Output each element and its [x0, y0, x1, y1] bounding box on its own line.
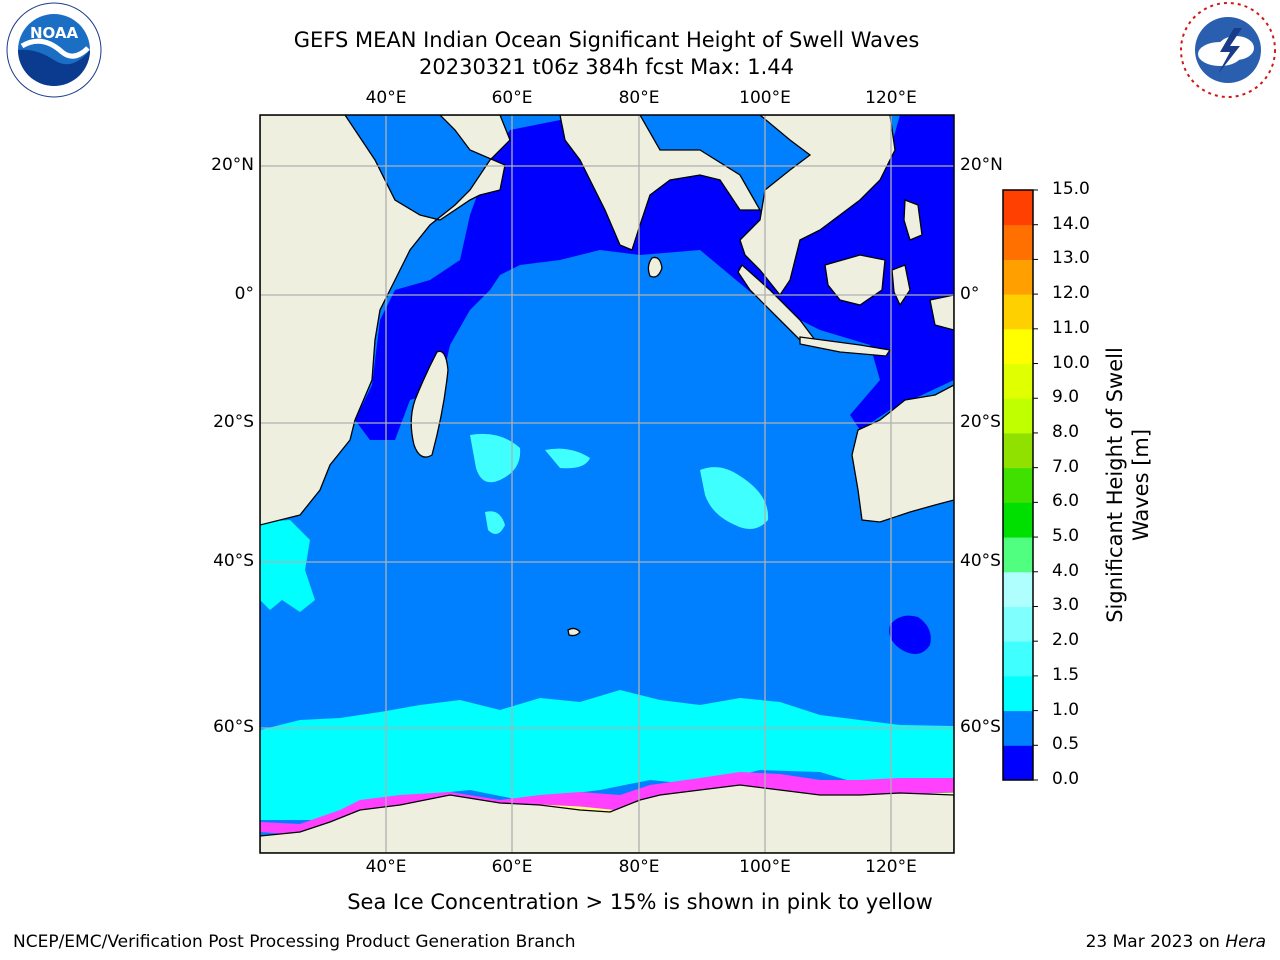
colorbar-tick-label: 0.0 [1052, 769, 1080, 789]
footer-credit: NCEP/EMC/Verification Post Processing Pr… [13, 932, 576, 952]
colorbar-segment [1003, 398, 1033, 434]
land-philippines [903, 199, 923, 241]
chart-title: GEFS MEAN Indian Ocean Significant Heigh… [293, 28, 920, 52]
land-srilanka [647, 256, 663, 278]
colorbar-segment [1003, 571, 1033, 607]
lon-tick-top: 60°E [491, 88, 533, 108]
colorbar-segment [1003, 537, 1033, 573]
colorbar-frame [1002, 189, 1034, 781]
chart-subtitle: 20230321 t06z 384h fcst Max: 1.44 [419, 55, 794, 79]
colorbar-tick-label: 15.0 [1052, 179, 1090, 199]
colorbar-tick-label: 3.0 [1052, 595, 1080, 616]
colorbar-tick-label: 0.5 [1052, 734, 1080, 755]
colorbar-segment [1003, 363, 1033, 399]
colorbar-label: Significant Height of Swell Waves [m] [1102, 347, 1154, 623]
colorbar-tick-label: 12.0 [1052, 283, 1090, 304]
colorbar-segment [1003, 224, 1033, 260]
colorbar-segment [1003, 190, 1033, 226]
lat-tick-right: 20°S [960, 412, 1001, 432]
footer-machine: Hera [1225, 932, 1266, 952]
noaa-logo: NOAA [6, 2, 102, 98]
high-swell-west-patch [260, 520, 315, 612]
footer-date-text: 23 Mar 2023 on [1085, 932, 1226, 952]
gridlines [260, 115, 954, 853]
footer-date: 23 Mar 2023 on Hera [1086, 932, 1266, 952]
colorbar-segment [1003, 502, 1033, 538]
lat-tick-right: 40°S [960, 551, 1001, 571]
lat-tick-right: 60°S [960, 717, 1001, 737]
land-antarctica [260, 784, 954, 853]
land-india [559, 115, 762, 251]
colorbar-tick-label: 6.0 [1052, 491, 1080, 512]
nws-logo [1180, 2, 1276, 98]
low-swell-southeast-patch [889, 615, 931, 654]
low-swell-north-indian [355, 115, 954, 440]
land-borneo [824, 254, 886, 306]
lon-tick-bottom: 80°E [618, 857, 660, 877]
colorbar-segment [1003, 328, 1033, 365]
sea-ice-band [260, 772, 954, 835]
colorbar-tick-label: 4.0 [1052, 560, 1080, 581]
high-swell-mid-patch-4 [485, 511, 505, 534]
colorbar-tick-label: 14.0 [1052, 213, 1090, 234]
land-australia [851, 384, 954, 523]
lon-tick-bottom: 60°E [491, 857, 533, 877]
colorbar [1002, 189, 1038, 781]
land-madagascar [410, 350, 449, 458]
lon-tick-top: 80°E [618, 88, 660, 108]
colorbar-segment [1003, 432, 1033, 469]
high-swell-mid-patch-3 [545, 448, 590, 469]
colorbar-label-line: Waves [m] [1129, 428, 1153, 542]
land-java [799, 336, 892, 357]
high-swell-mid-patch-2 [470, 433, 521, 483]
lat-tick-left: 20°S [213, 412, 254, 432]
lon-tick-bottom: 120°E [865, 857, 917, 877]
lon-tick-bottom: 40°E [365, 857, 407, 877]
colorbar-tick-label: 1.0 [1052, 699, 1080, 720]
colorbar-label-line: Significant Height of Swell [1103, 347, 1127, 623]
lon-tick-top: 100°E [739, 88, 791, 108]
lat-tick-right: 0° [960, 284, 980, 304]
sea-ice-note: Sea Ice Concentration > 15% is shown in … [347, 890, 933, 914]
colorbar-tick-label: 13.0 [1052, 248, 1090, 269]
colorbar-segment [1003, 641, 1033, 677]
lat-tick-left: 40°S [213, 551, 254, 571]
colorbar-tick-label: 10.0 [1052, 352, 1090, 373]
colorbar-tick-label: 5.0 [1052, 526, 1080, 547]
colorbar-tick-label: 9.0 [1052, 387, 1080, 408]
colorbar-segment [1003, 259, 1033, 295]
map-frame [259, 114, 955, 854]
colorbar-tick-label: 7.0 [1052, 456, 1080, 477]
colorbar-segment [1003, 606, 1033, 642]
lon-tick-bottom: 100°E [739, 857, 791, 877]
colorbar-segment [1003, 294, 1033, 330]
colorbar-tick-label: 8.0 [1052, 421, 1080, 442]
colorbar-segment [1003, 745, 1033, 781]
high-swell-southern-belt [260, 690, 954, 820]
lon-tick-top: 120°E [865, 88, 917, 108]
land-newguinea [929, 294, 954, 331]
colorbar-tick-label: 11.0 [1052, 317, 1090, 338]
lat-tick-left: 20°N [211, 155, 254, 175]
lon-tick-top: 40°E [365, 88, 407, 108]
colorbar-segment [1003, 467, 1033, 503]
colorbar-tick-label: 2.0 [1052, 630, 1080, 651]
land-kerguelen [567, 627, 581, 637]
noaa-logo-text: NOAA [30, 24, 79, 42]
colorbar-segment [1003, 710, 1033, 746]
high-swell-mid-patch-1 [700, 467, 769, 529]
colorbar-tick-label: 1.5 [1052, 664, 1080, 685]
lat-tick-left: 60°S [213, 717, 254, 737]
colorbar-segment [1003, 675, 1033, 712]
lat-tick-right: 20°N [960, 155, 1003, 175]
lat-tick-left: 0° [234, 284, 254, 304]
